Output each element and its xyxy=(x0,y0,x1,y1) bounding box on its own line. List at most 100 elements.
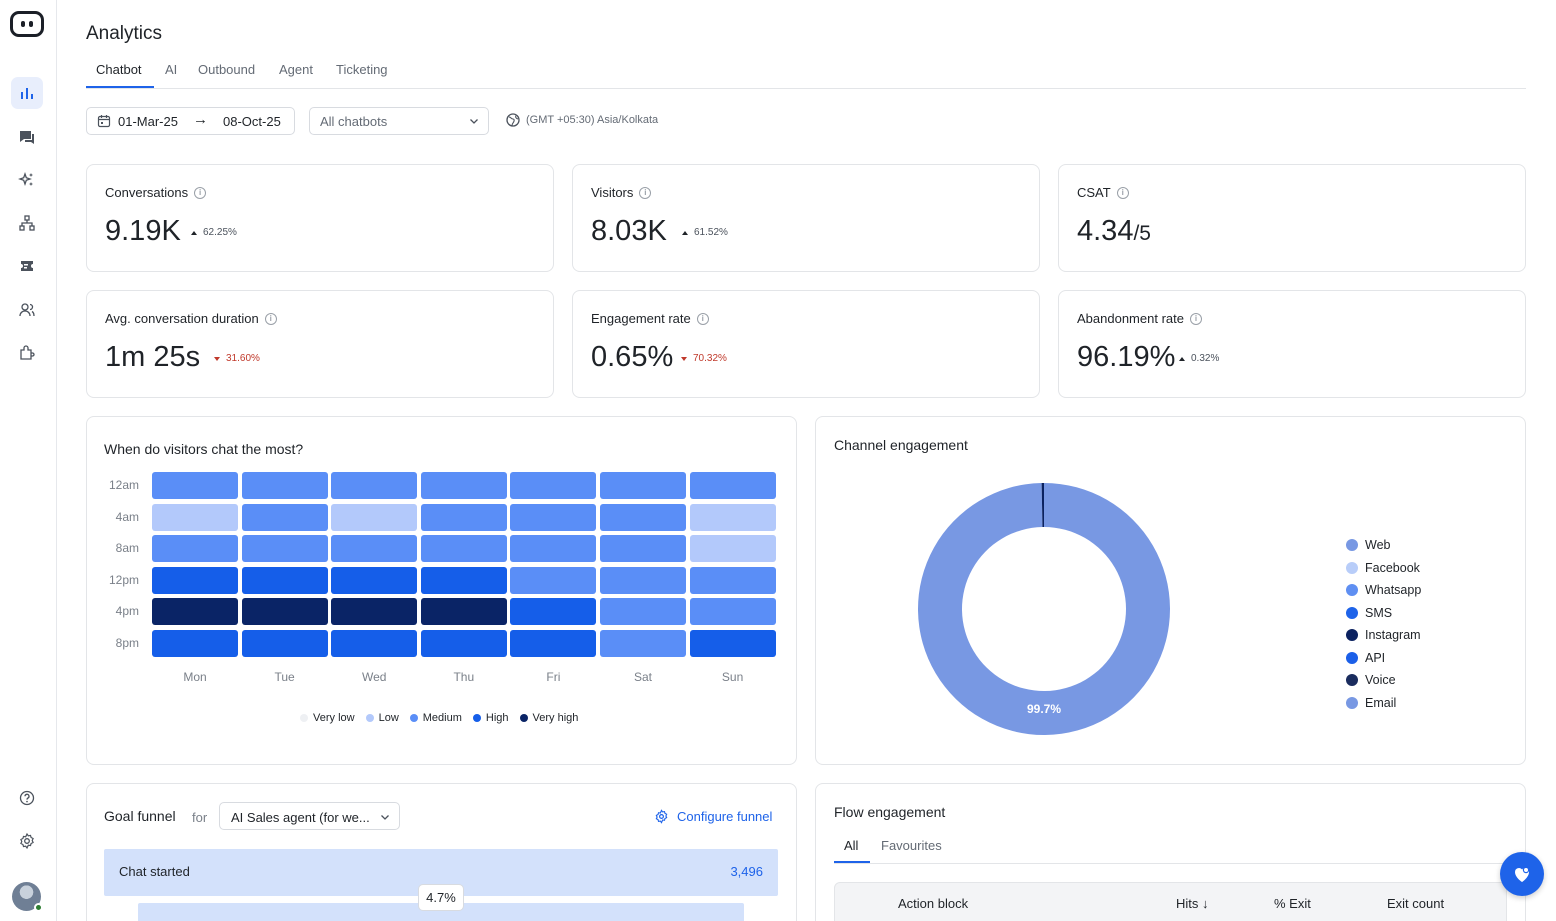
tab-ticketing[interactable]: Ticketing xyxy=(336,62,388,77)
sidebar-item-users[interactable] xyxy=(11,294,43,326)
donut-slice-web[interactable] xyxy=(918,483,1170,735)
heatmap-cell[interactable] xyxy=(420,472,507,499)
column-hits[interactable]: Hits ↓ xyxy=(1176,896,1209,911)
heatmap-cell[interactable] xyxy=(152,566,238,594)
heatmap-cell[interactable] xyxy=(510,630,597,657)
kpi-card-abandonment-rate: Abandonment rate i 96.19% 0.32% xyxy=(1058,290,1526,398)
heatmap-row-label: 12pm xyxy=(108,572,139,587)
heatmap-cell[interactable] xyxy=(600,630,686,657)
legend-item-voice[interactable]: Voice xyxy=(1346,669,1421,692)
heatmap-cell[interactable] xyxy=(600,598,686,626)
configure-funnel-link[interactable]: Configure funnel xyxy=(654,809,772,824)
heatmap-row-label: 8pm xyxy=(115,636,139,650)
heatmap-cell[interactable] xyxy=(600,566,686,594)
sidebar-item-ai[interactable] xyxy=(11,164,43,196)
sidebar-item-analytics[interactable] xyxy=(11,77,43,109)
sidebar-item-conversations[interactable] xyxy=(11,121,43,153)
heatmap-cell[interactable] xyxy=(331,503,418,531)
tab-all[interactable]: All xyxy=(844,838,859,853)
gear-icon xyxy=(20,832,34,850)
heatmap-cell[interactable] xyxy=(510,598,597,626)
heatmap-cell[interactable] xyxy=(600,503,686,531)
heatmap-cell[interactable] xyxy=(510,535,597,563)
legend-item-web[interactable]: Web xyxy=(1346,534,1421,557)
heatmap-cell[interactable] xyxy=(600,535,686,563)
heatmap-cell[interactable] xyxy=(241,566,328,594)
heatmap-cell[interactable] xyxy=(689,503,776,531)
heatmap-cell[interactable] xyxy=(152,472,238,499)
legend-label: Web xyxy=(1365,538,1391,553)
info-icon[interactable]: i xyxy=(696,312,709,325)
info-icon[interactable]: i xyxy=(1116,186,1129,199)
sidebar-item-help[interactable] xyxy=(11,782,43,814)
heatmap-cell[interactable] xyxy=(241,630,328,657)
heatmap-cell[interactable] xyxy=(689,598,776,626)
heatmap-cell[interactable] xyxy=(600,472,686,499)
legend-label: Very low xyxy=(313,712,355,724)
kpi-value: 9.19K xyxy=(105,215,181,247)
info-icon[interactable]: i xyxy=(194,186,207,199)
tab-agent[interactable]: Agent xyxy=(279,62,313,77)
legend-dot xyxy=(409,714,418,722)
donut-slice-others[interactable] xyxy=(1041,483,1044,528)
heatmap-cell[interactable] xyxy=(420,566,507,594)
legend-item-api[interactable]: API xyxy=(1346,647,1421,670)
heatmap-cell[interactable] xyxy=(420,630,507,657)
sidebar-item-flows[interactable] xyxy=(11,207,43,239)
sidebar-item-integrations[interactable] xyxy=(11,337,43,369)
heatmap-cell[interactable] xyxy=(241,472,328,499)
heatmap-cell[interactable] xyxy=(689,630,776,657)
goal-funnel-agent-select[interactable]: AI Sales agent (for we... xyxy=(219,802,400,830)
heatmap-cell[interactable] xyxy=(689,472,776,499)
funnel-step[interactable] xyxy=(138,903,744,921)
sidebar-item-tickets[interactable] xyxy=(11,250,43,282)
heatmap-cell[interactable] xyxy=(420,535,507,563)
tab-favourites[interactable]: Favourites xyxy=(881,838,942,853)
heatmap-cell[interactable] xyxy=(152,535,238,563)
info-icon[interactable]: i xyxy=(264,312,277,325)
heatmap-cell[interactable] xyxy=(420,503,507,531)
heatmap-cell[interactable] xyxy=(331,566,418,594)
tab-chatbot[interactable]: Chatbot xyxy=(96,62,142,77)
legend-item-facebook[interactable]: Facebook xyxy=(1346,557,1421,580)
sidebar-item-settings[interactable] xyxy=(11,825,43,857)
funnel-step-value: 3,496 xyxy=(730,864,763,879)
heatmap-cell[interactable] xyxy=(420,598,507,626)
date-range-picker[interactable]: 01-Mar-25 → 08-Oct-25 xyxy=(86,107,295,135)
app-logo[interactable] xyxy=(10,11,44,37)
legend-item-whatsapp[interactable]: Whatsapp xyxy=(1346,579,1421,602)
heatmap-cell[interactable] xyxy=(331,598,418,626)
heatmap-cell[interactable] xyxy=(241,535,328,563)
chatbot-select[interactable]: All chatbots xyxy=(309,107,489,135)
heatmap-cell[interactable] xyxy=(510,566,597,594)
legend-dot xyxy=(1346,696,1358,709)
heatmap-cell[interactable] xyxy=(331,630,418,657)
tab-ai[interactable]: AI xyxy=(165,62,178,77)
heatmap-cell[interactable] xyxy=(241,598,328,626)
active-tab-indicator xyxy=(86,86,154,88)
tab-outbound[interactable]: Outbound xyxy=(198,62,256,77)
heatmap-cell[interactable] xyxy=(510,503,597,531)
chat-widget-button[interactable] xyxy=(1500,852,1544,896)
legend-item-instagram[interactable]: Instagram xyxy=(1346,624,1421,647)
heatmap-cell[interactable] xyxy=(689,566,776,594)
heatmap-cell[interactable] xyxy=(510,472,597,499)
heatmap-cell[interactable] xyxy=(241,503,328,531)
info-icon[interactable]: i xyxy=(639,186,652,199)
heatmap-cell[interactable] xyxy=(152,630,238,657)
heatmap-cell[interactable] xyxy=(331,472,418,499)
heatmap-cell[interactable] xyxy=(152,503,238,531)
legend-item-sms[interactable]: SMS xyxy=(1346,602,1421,625)
heatmap-cell[interactable] xyxy=(689,535,776,563)
legend-label: Low xyxy=(378,712,399,724)
column-exit-count[interactable]: Exit count xyxy=(1387,896,1445,911)
kpi-delta: 70.32% xyxy=(681,353,727,364)
legend-item: Medium xyxy=(409,712,462,724)
heatmap-cell[interactable] xyxy=(331,535,418,563)
heatmap-cell[interactable] xyxy=(152,598,238,626)
legend-item-email[interactable]: Email xyxy=(1346,692,1421,715)
calendar-icon xyxy=(97,115,111,128)
column-exit-percent[interactable]: % Exit xyxy=(1274,896,1311,911)
column-action-block[interactable]: Action block xyxy=(898,896,969,911)
info-icon[interactable]: i xyxy=(1189,312,1202,325)
